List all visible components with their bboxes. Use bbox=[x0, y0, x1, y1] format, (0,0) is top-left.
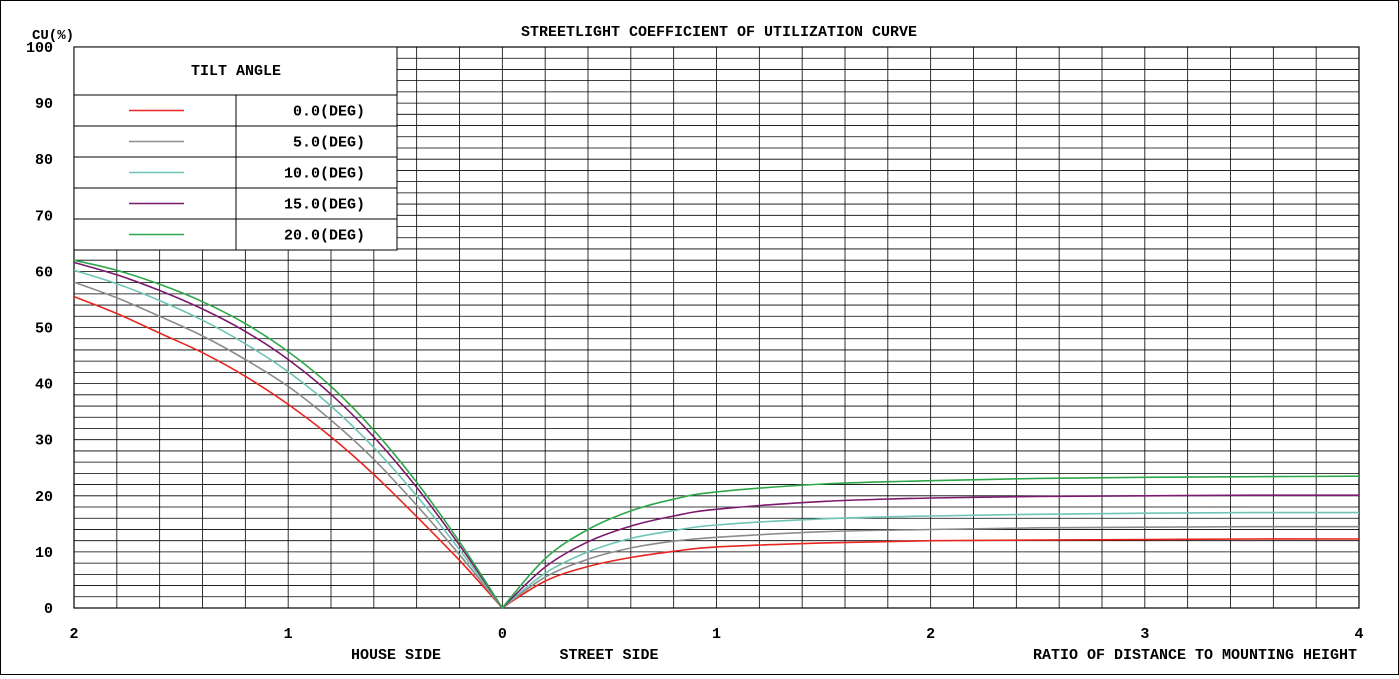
y-tick-label: 50 bbox=[35, 321, 53, 338]
x-tick-label: 2 bbox=[69, 626, 78, 643]
x-tick-label: 3 bbox=[1140, 626, 1149, 643]
x-tick-label: 1 bbox=[284, 626, 293, 643]
house-side-label: HOUSE SIDE bbox=[351, 647, 441, 664]
street-side-label: STREET SIDE bbox=[559, 647, 658, 664]
y-tick-label: 20 bbox=[35, 489, 53, 506]
legend-label-3: 15.0(DEG) bbox=[284, 197, 365, 214]
y-tick-label: 10 bbox=[35, 545, 53, 562]
legend: TILT ANGLE 0.0(DEG) 5.0(DEG) 10.0(DEG) 15.0(… bbox=[73, 46, 398, 251]
y-tick-label: 90 bbox=[35, 96, 53, 113]
y-tick-label: 40 bbox=[35, 377, 53, 394]
legend-label-4: 20.0(DEG) bbox=[284, 228, 365, 245]
x-tick-label: 1 bbox=[712, 626, 721, 643]
x-axis-label: RATIO OF DISTANCE TO MOUNTING HEIGHT bbox=[1033, 647, 1357, 664]
x-tick-labels: 2 1 0 1 2 3 4 bbox=[69, 626, 1363, 643]
y-tick-labels: 0 10 20 30 40 50 60 70 80 90 100 bbox=[26, 40, 53, 618]
series-line-3 bbox=[73, 261, 1360, 610]
y-tick-label: 80 bbox=[35, 152, 53, 169]
series-lines bbox=[73, 259, 1360, 610]
legend-label-1: 5.0(DEG) bbox=[293, 135, 365, 152]
x-tick-label: 2 bbox=[926, 626, 935, 643]
y-tick-label: 70 bbox=[35, 208, 53, 225]
y-tick-label: 0 bbox=[44, 601, 53, 618]
y-tick-label: 60 bbox=[35, 264, 53, 281]
chart-title: STREETLIGHT COEFFICIENT OF UTILIZATION C… bbox=[521, 24, 917, 41]
x-tick-label: 4 bbox=[1354, 626, 1363, 643]
series-line-4 bbox=[73, 259, 1360, 610]
x-tick-label: 0 bbox=[498, 626, 507, 643]
series-line-2 bbox=[73, 269, 1360, 610]
legend-label-0: 0.0(DEG) bbox=[293, 104, 365, 121]
y-axis-label: CU(%) bbox=[32, 28, 74, 44]
y-tick-label: 100 bbox=[26, 40, 53, 57]
legend-title: TILT ANGLE bbox=[191, 63, 281, 80]
y-tick-label: 30 bbox=[35, 433, 53, 450]
legend-label-2: 10.0(DEG) bbox=[284, 166, 365, 183]
series-line-1 bbox=[73, 281, 1360, 610]
series-line-0 bbox=[73, 295, 1360, 610]
plot-border bbox=[73, 46, 1360, 609]
